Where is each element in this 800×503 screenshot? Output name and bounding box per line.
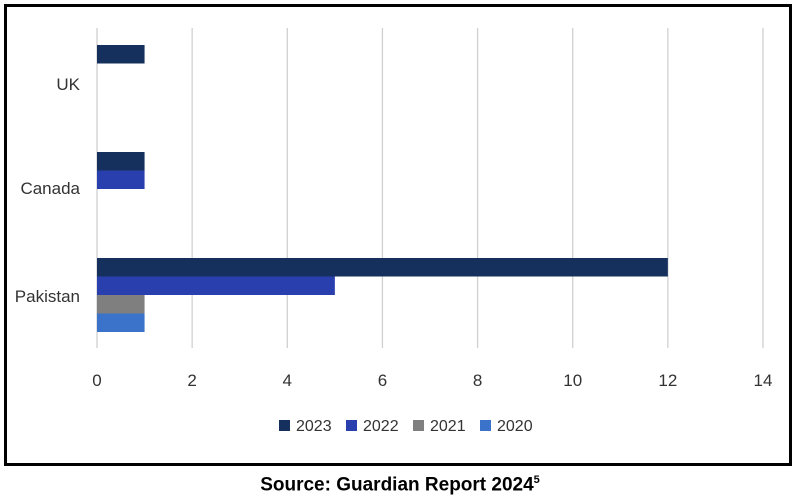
x-tick-label: 6 [378, 371, 387, 390]
x-tick-label: 4 [283, 371, 292, 390]
y-category-label: Canada [20, 179, 80, 198]
caption-text: Source: Guardian Report 2024 [260, 474, 534, 496]
legend-label: 2022 [363, 418, 399, 435]
legend-swatch-2022 [346, 420, 357, 431]
x-tick-label: 0 [92, 371, 101, 390]
bar-pakistan-2021 [97, 295, 145, 314]
legend-swatch-2021 [413, 420, 424, 431]
x-tick-label: 10 [563, 371, 582, 390]
legend-swatch-2023 [279, 420, 290, 431]
bar-canada-2022 [97, 170, 145, 189]
source-caption: Source: Guardian Report 20245 [0, 474, 800, 496]
bar-pakistan-2022 [97, 276, 335, 295]
chart-frame [4, 4, 792, 466]
bar-pakistan-2023 [97, 258, 668, 277]
bar-pakistan-2020 [97, 313, 145, 332]
x-tick-label: 12 [658, 371, 677, 390]
x-tick-label: 14 [754, 371, 773, 390]
legend-label: 2020 [497, 418, 533, 435]
legend-label: 2021 [430, 418, 466, 435]
legend-label: 2023 [296, 418, 332, 435]
y-category-label: UK [56, 75, 80, 94]
chart: 0 2 4 6 8 10 12 14 UK Canada Pakistan 2023 2022 2021 2… [15, 28, 773, 435]
legend-swatch-2020 [480, 420, 491, 431]
y-category-label: Pakistan [15, 287, 80, 306]
x-tick-label: 8 [473, 371, 482, 390]
x-tick-label: 2 [187, 371, 196, 390]
bar-uk-2023 [97, 45, 145, 64]
caption-superscript: 5 [533, 474, 540, 486]
bar-canada-2023 [97, 152, 145, 171]
